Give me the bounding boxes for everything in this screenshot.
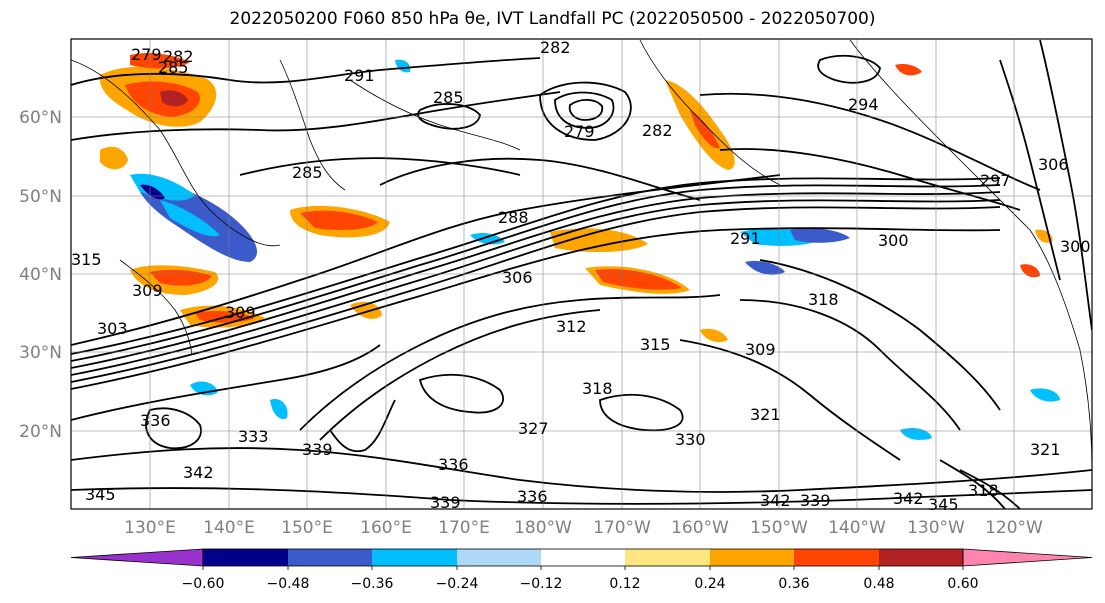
contour-label: 312 [556,317,587,336]
contour-label: 339 [302,440,333,459]
lon-label: 150°W [750,518,808,538]
colorbar-tick-label: −0.48 [267,576,310,592]
colorbar-tick-label: 0.60 [947,576,978,592]
colorbar-swatch [794,549,879,566]
longitude-labels: 130°E 140°E 150°E 160°E 170°E 180°W 170°… [124,518,1043,538]
colorbar-outline [202,548,964,567]
contour-label: 336 [517,487,548,506]
lon-label: 170°E [438,518,490,538]
colorbar-swatch [457,549,541,566]
shaded-anomaly-layer [99,52,1060,440]
contour-label: 315 [640,335,671,354]
lon-label: 120°W [985,518,1043,538]
lon-label: 160°E [360,518,412,538]
contour-label: 291 [730,229,761,248]
contour-label: 309 [745,340,776,359]
contour-label: 339 [800,491,831,510]
contour-label: 288 [498,208,529,227]
contour-label: 327 [518,419,549,438]
lon-label: 140°W [828,518,886,538]
contour-label: 309 [132,281,163,300]
colorbar-swatch [70,548,204,567]
lat-label: 30°N [19,343,62,363]
contour-label: 279 [564,122,595,141]
contour-label: 318 [582,379,613,398]
contour-label: 282 [163,47,194,66]
contour-label: 297 [980,171,1011,190]
lat-label: 50°N [19,187,62,207]
contour-label: 303 [97,319,128,338]
contour-label: 339 [430,493,461,512]
lon-label: 170°W [593,518,651,538]
lon-label: 180°W [514,518,572,538]
contour-label: 309 [225,303,256,322]
lon-label: 140°E [203,518,255,538]
contour-label: 300 [878,231,909,250]
colorbar-tick-label: 0.48 [863,576,894,592]
lon-label: 130°W [907,518,965,538]
colorbar-swatch [288,549,372,566]
latitude-labels: 60°N 50°N 40°N 30°N 20°N [19,108,62,442]
colorbar-swatch [541,549,625,566]
lat-label: 20°N [19,422,62,442]
colorbar-swatch [962,548,1093,567]
colorbar-tick-label: −0.36 [351,576,394,592]
lat-label: 60°N [19,108,62,128]
contour-label: 285 [158,58,189,77]
theta-e-contours [71,39,1092,509]
contour-label: 279 [131,45,162,64]
colorbar-swatch [372,549,457,566]
lon-label: 150°E [281,518,333,538]
contour-label: 285 [433,88,464,107]
contour-label: 345 [85,485,116,504]
map-frame [70,38,1093,510]
colorbar-swatch [879,549,963,566]
colorbar-swatch [203,549,288,566]
contour-label: 342 [760,491,791,510]
colorbar-swatch [710,549,794,566]
contour-label: 321 [1030,440,1061,459]
contour-label: 315 [71,250,102,269]
colorbar-tick-label: 0.36 [778,576,809,592]
colorbar-tick-label: 0.24 [694,576,725,592]
colorbar-tick-label: −0.12 [520,576,563,592]
colorbar-tick-label: −0.60 [182,576,225,592]
contour-label: 285 [292,163,323,182]
contour-label: 300 [1060,237,1091,256]
contour-label: 306 [502,268,533,287]
contour-label: 345 [928,495,959,514]
colorbar-tick-label: −0.24 [436,576,479,592]
colorbar-tick-label: 0.12 [609,576,640,592]
colorbar-swatch [625,549,710,566]
chart-title: 2022050200 F060 850 hPa θe, IVT Landfall… [229,9,876,29]
contour-label: 294 [848,95,879,114]
contour-label: 336 [438,455,469,474]
contour-label: 291 [344,66,375,85]
contour-label: 330 [675,430,706,449]
colorbar: −0.60 −0.48 −0.36 −0.24 −0.12 0.12 0.24 … [70,548,1093,592]
lon-label: 130°E [124,518,176,538]
contour-label: 318 [808,290,839,309]
contour-label: 321 [750,405,781,424]
map-gridlines [71,39,1092,509]
contour-label: 333 [238,427,269,446]
contour-label: 318 [968,481,999,500]
lon-label: 160°W [671,518,729,538]
contour-label: 342 [183,463,214,482]
contour-label: 336 [140,411,171,430]
contour-label: 306 [1038,155,1069,174]
contour-label: 342 [893,489,924,508]
coastlines [71,39,1092,471]
contour-label: 282 [642,121,673,140]
contour-label: 282 [540,38,571,57]
lat-label: 40°N [19,265,62,285]
